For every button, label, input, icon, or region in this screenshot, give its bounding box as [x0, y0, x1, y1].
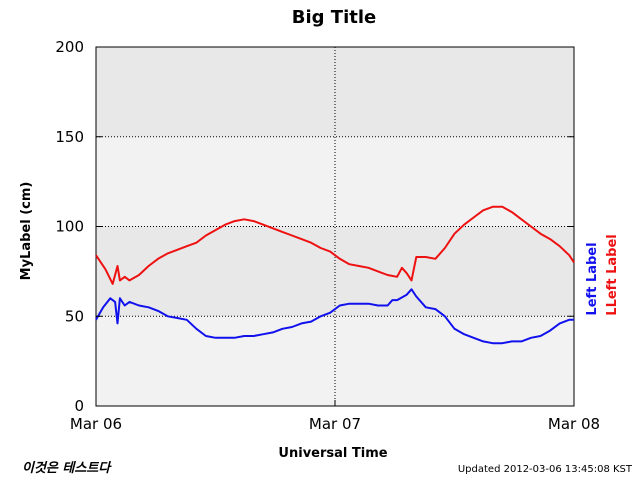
x-tick-label: Mar 06 [70, 415, 122, 433]
background-band [96, 136, 574, 227]
chart-title: Big Title [292, 7, 376, 28]
updated-timestamp: Updated 2012-03-06 13:45:08 KST [458, 464, 633, 475]
y-tick-label: 100 [55, 218, 84, 236]
x-tick-label: Mar 08 [548, 415, 600, 433]
x-tick-label: Mar 07 [309, 415, 361, 433]
background-band [96, 47, 574, 137]
footer-note: 이것은 테스트다 [22, 460, 112, 476]
background-band [96, 316, 574, 406]
right-axis-label-blue: Left Label [585, 242, 600, 315]
x-axis-ticks: Mar 06 Mar 07 Mar 08 [70, 400, 600, 433]
series-line-red [95, 205, 575, 285]
y-tick-label: 0 [74, 397, 84, 415]
y-axis-ticks: 0 50 100 150 200 [55, 38, 574, 415]
plot-background-bands [96, 47, 574, 406]
x-axis-label: Universal Time [278, 446, 387, 461]
y-tick-label: 150 [55, 128, 84, 146]
y-axis-label: MyLabel (cm) [19, 182, 34, 281]
background-band [96, 226, 574, 317]
y-tick-label: 200 [55, 38, 84, 56]
series-line-blue [95, 288, 574, 345]
series-layer [95, 205, 575, 345]
right-axis-label-red: LLeft Label [605, 234, 620, 315]
y-tick-label: 50 [65, 307, 84, 325]
